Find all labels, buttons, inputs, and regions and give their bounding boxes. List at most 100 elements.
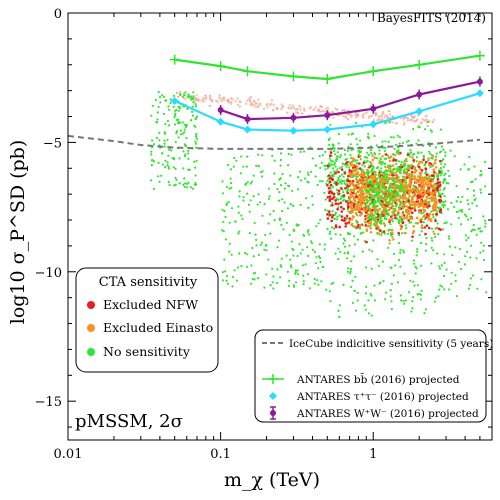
scatter-point-faded [323,110,327,113]
scatter-point-no-sensitivity [221,279,225,282]
scatter-point-excluded-einasto [432,168,436,171]
scatter-point-no-sensitivity [391,190,394,193]
scatter-point-excluded-einasto [370,162,373,165]
scatter-point-no-sensitivity [438,267,442,270]
scatter-point-excluded-einasto [396,210,400,214]
scatter-point-excluded-einasto [405,217,409,220]
scatter-point-excluded-nfw [413,209,417,212]
scatter-point-excluded-nfw [438,170,442,174]
scatter-point-excluded-nfw [343,172,347,175]
scatter-point-no-sensitivity [368,248,371,251]
scatter-point-no-sensitivity [333,217,336,220]
scatter-point-excluded-nfw [439,228,442,231]
scatter-point-excluded-nfw [371,172,375,176]
scatter-point-no-sensitivity [299,252,302,255]
scatter-point-no-sensitivity [182,150,185,153]
scatter-point-no-sensitivity [366,195,369,199]
scatter-point-no-sensitivity [373,151,376,155]
scatter-point-excluded-einasto [431,179,434,183]
scatter-point-no-sensitivity [355,137,358,141]
scatter-point-excluded-einasto [357,193,361,197]
scatter-point-no-sensitivity [224,270,227,273]
scatter-point-no-sensitivity [290,153,293,156]
scatter-point-excluded-nfw [419,220,423,223]
scatter-point-no-sensitivity [423,128,427,131]
scatter-point-faded [236,97,240,100]
scatter-point-no-sensitivity [432,249,435,252]
scatter-point-no-sensitivity [174,123,177,126]
scatter-point-no-sensitivity [278,218,281,222]
scatter-point-excluded-einasto [350,181,353,184]
scatter-point-no-sensitivity [393,147,396,150]
scatter-point-no-sensitivity [442,148,445,151]
scatter-point-no-sensitivity [337,257,340,261]
scatter-point-excluded-einasto [363,220,367,224]
scatter-point-no-sensitivity [240,214,243,217]
scatter-point-no-sensitivity [317,255,321,258]
scatter-point-no-sensitivity [464,255,467,258]
scatter-point-faded [176,95,180,99]
scatter-point-excluded-einasto [421,204,425,207]
scatter-point-no-sensitivity [334,213,337,216]
scatter-point-excluded-nfw [327,186,331,190]
scatter-point-no-sensitivity [475,233,478,236]
scatter-point-no-sensitivity [401,141,404,144]
scatter-point-excluded-einasto [363,179,366,182]
scatter-point-no-sensitivity [467,236,470,240]
scatter-point-excluded-einasto [404,231,407,235]
scatter-point-no-sensitivity [349,153,352,157]
scatter-point-no-sensitivity [408,221,411,224]
scatter-point-no-sensitivity [316,183,319,187]
scatter-point-no-sensitivity [415,156,418,159]
scatter-point-faded [425,118,428,122]
scatter-point-no-sensitivity [221,208,224,211]
scatter-point-no-sensitivity [247,203,251,206]
scatter-point-no-sensitivity [434,296,438,299]
scatter-point-excluded-einasto [353,225,357,229]
scatter-point-excluded-nfw [340,205,343,209]
scatter-point-faded [384,114,387,117]
scatter-point-no-sensitivity [458,248,461,251]
scatter-point-no-sensitivity [189,186,193,189]
scatter-point-faded [380,115,384,118]
scatter-point-no-sensitivity [340,179,343,182]
scatter-point-no-sensitivity [155,136,158,139]
scatter-point-no-sensitivity [251,246,254,250]
scatter-point-no-sensitivity [330,163,334,166]
scatter-point-no-sensitivity [435,152,438,155]
scatter-point-no-sensitivity [239,172,242,175]
scatter-point-excluded-nfw [328,210,331,213]
scatter-point-no-sensitivity [391,202,394,205]
scatter-point-no-sensitivity [292,204,295,207]
scatter-point-no-sensitivity [390,300,393,303]
scatter-point-no-sensitivity [389,164,392,167]
scatter-point-no-sensitivity [248,232,251,235]
scatter-point-excluded-nfw [344,222,348,225]
scatter-point-no-sensitivity [324,168,327,171]
scatter-point-excluded-einasto [374,171,377,174]
scatter-point-excluded-einasto [388,173,391,177]
scatter-point-no-sensitivity [444,200,447,203]
scatter-point-excluded-einasto [359,200,362,203]
scatter-point-no-sensitivity [166,161,169,164]
scatter-point-no-sensitivity [387,190,390,193]
scatter-point-no-sensitivity [393,180,396,183]
scatter-point-no-sensitivity [376,210,379,213]
scatter-point-no-sensitivity [329,237,333,240]
scatter-point-no-sensitivity [182,183,185,186]
scatter-point-excluded-einasto [365,229,369,232]
scatter-point-no-sensitivity [448,237,451,240]
scatter-point-excluded-einasto [350,195,353,199]
cta-legend: CTA sensitivity Excluded NFW Excluded Ei… [75,267,219,373]
scatter-point-no-sensitivity [162,95,166,98]
scatter-point-faded [218,96,221,100]
scatter-point-no-sensitivity [389,223,392,226]
scatter-point-no-sensitivity [423,312,426,315]
scatter-point-no-sensitivity [411,239,414,242]
scatter-point-no-sensitivity [390,136,393,139]
scatter-point-no-sensitivity [186,186,189,189]
scatter-point-excluded-einasto [399,196,402,199]
scatter-point-no-sensitivity [477,227,480,230]
scatter-point-no-sensitivity [400,185,403,188]
scatter-point-faded [291,104,295,107]
